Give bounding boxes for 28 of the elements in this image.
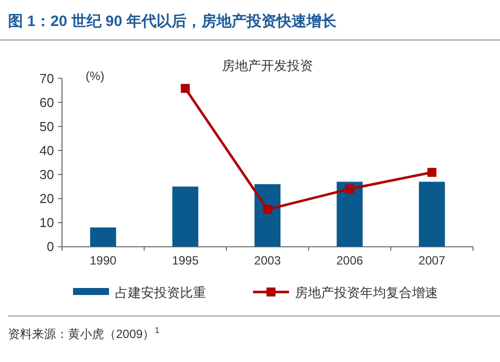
y-tick-label: 0 [46,239,54,254]
x-tick-label: 2003 [254,254,282,268]
bar [418,182,445,247]
bar [172,186,198,247]
point [345,184,354,194]
chart-title: 图 1：20 世纪 90 年代以后，房地产投资快速增长 [8,12,338,30]
bar [336,182,363,247]
x-tick-label: 2006 [336,254,364,268]
chart-subtitle: 房地产开发投资 [222,58,313,73]
legend-label: 占建安投资比重 [115,285,206,300]
bar [254,184,280,247]
x-tick-label: 1995 [172,254,199,268]
y-tick-label: 70 [40,70,54,86]
y-tick-label: 20 [40,191,54,206]
legend-label: 房地产投资年均复合增速 [295,285,438,300]
y-tick-label: 50 [40,118,54,134]
y-axis-title: (%) [86,69,104,83]
point [427,168,436,177]
y-tick-label: 10 [40,215,54,230]
point [263,204,272,214]
x-tick-label: 1990 [90,254,117,268]
point [180,84,190,93]
y-tick-label: 30 [40,167,54,182]
y-tick-label: 60 [40,94,54,110]
text: 资料来源：黄小虎（2009）$^{1}$ [8,325,160,341]
y-tick-label: 40 [40,142,54,158]
x-tick-label: 2007 [418,254,446,268]
bar [90,227,116,247]
